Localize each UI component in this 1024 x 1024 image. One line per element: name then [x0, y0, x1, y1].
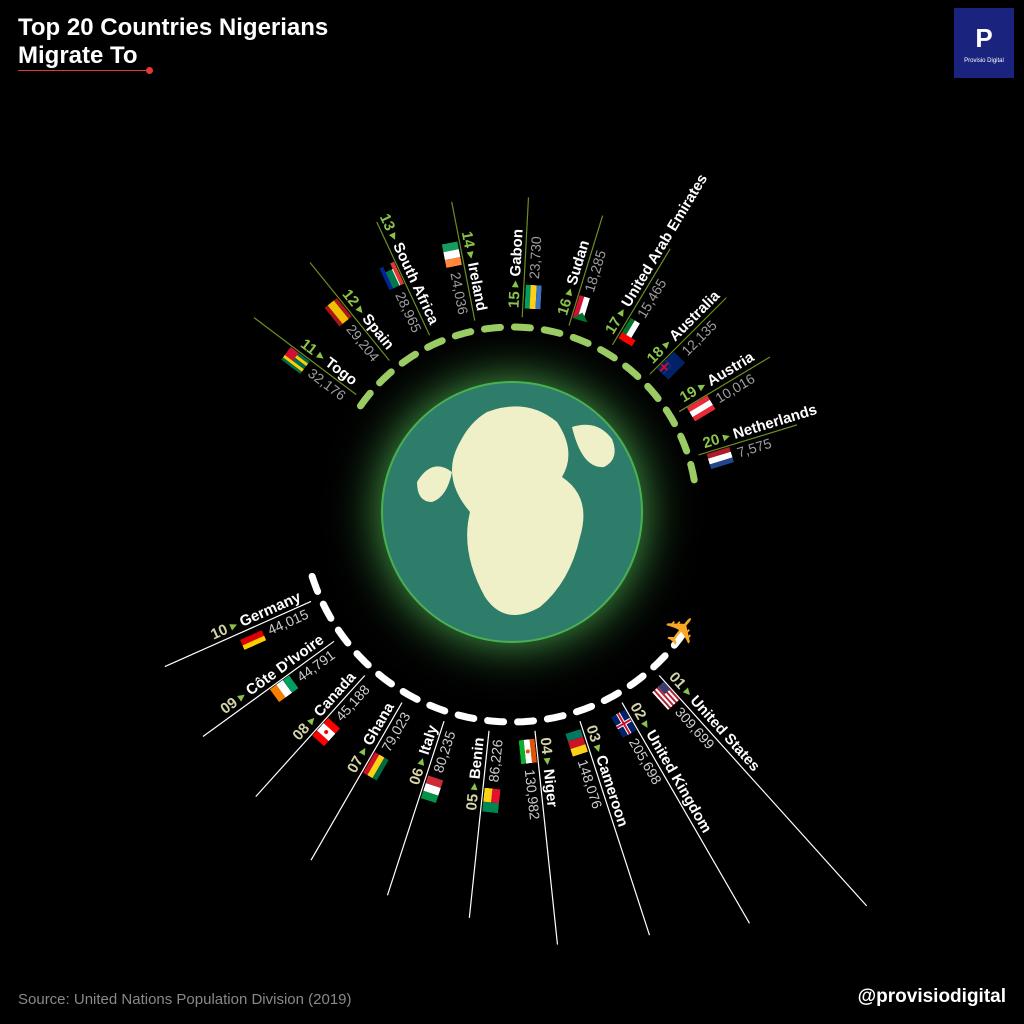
tri-icon: ▶	[564, 287, 577, 297]
tri-icon: ▶	[592, 744, 605, 754]
flag-icon	[482, 787, 500, 813]
rank: 04	[536, 736, 555, 754]
country-name: Niger	[540, 768, 561, 808]
tri-icon: ▶	[315, 350, 327, 363]
tri-icon: ▶	[615, 306, 628, 318]
country-name: Benin	[466, 736, 487, 779]
tri-icon: ▶	[357, 746, 370, 757]
item-header: 15 ▶ Gabon	[505, 229, 526, 309]
source-text: Source: United Nations Population Divisi…	[18, 991, 352, 1008]
tri-icon: ▶	[696, 380, 708, 393]
rank: 15	[505, 291, 523, 309]
tri-icon: ▶	[465, 250, 477, 259]
tri-icon: ▶	[387, 231, 400, 242]
country-item: 05 ▶ Benin 86,226	[463, 736, 505, 813]
rank: 06	[406, 766, 427, 787]
flag-icon	[524, 285, 541, 310]
tri-icon: ▶	[236, 690, 248, 703]
flag-icon	[518, 738, 536, 764]
rank: 20	[701, 431, 722, 452]
radial-chart	[0, 0, 1024, 1024]
tri-icon: ▶	[228, 619, 239, 632]
country-name: Gabon	[507, 229, 526, 277]
tri-icon: ▶	[468, 782, 480, 790]
migrant-count: 23,730	[526, 236, 544, 280]
rank: 05	[463, 793, 482, 811]
handle-text: @provisiodigital	[858, 986, 1006, 1008]
tri-icon: ▶	[541, 757, 553, 765]
tri-icon: ▶	[722, 430, 732, 443]
country-item: 15 ▶ Gabon 23,730	[505, 229, 544, 310]
tri-icon: ▶	[415, 756, 428, 766]
rank: 14	[458, 230, 478, 250]
tri-icon: ▶	[509, 280, 520, 287]
